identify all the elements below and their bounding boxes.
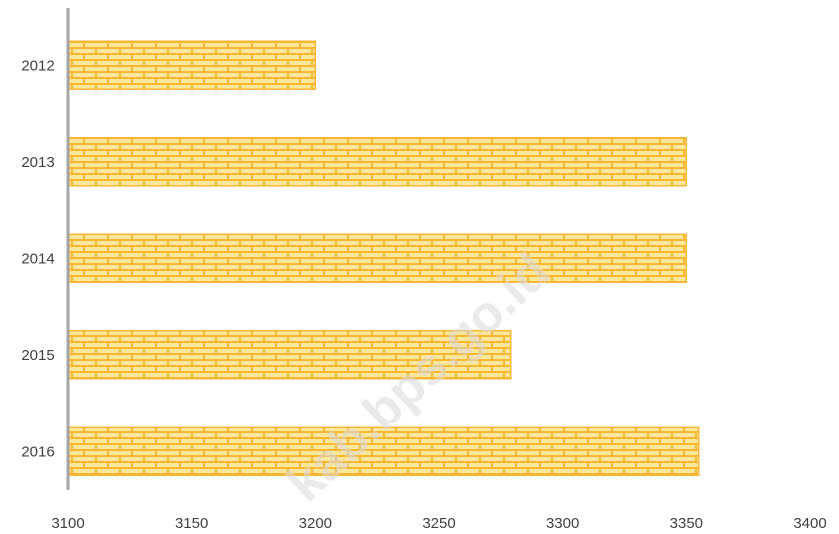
x-tick-label-3200: 3200: [299, 515, 332, 532]
category-label-2015: 2015: [21, 347, 54, 364]
category-label-2012: 2012: [21, 57, 54, 74]
bar-2015: [68, 330, 512, 380]
x-tick-label-3250: 3250: [422, 515, 455, 532]
x-tick-label-3150: 3150: [175, 515, 208, 532]
bar-2016: [68, 426, 700, 476]
category-label-2013: 2013: [21, 154, 54, 171]
bars-group: [68, 40, 700, 476]
category-label-2014: 2014: [21, 250, 54, 267]
x-tick-label-3350: 3350: [670, 515, 703, 532]
category-label-2016: 2016: [21, 443, 54, 460]
bar-2012: [68, 40, 317, 90]
bar-2014: [68, 233, 688, 283]
x-tick-label-3400: 3400: [793, 515, 826, 532]
x-tick-label-3100: 3100: [51, 515, 84, 532]
x-tick-labels: 3100 3150 3200 3250 3300 3350 3400: [51, 515, 826, 532]
bar-2013: [68, 137, 688, 187]
x-tick-label-3300: 3300: [546, 515, 579, 532]
category-labels: 2012 2013 2014 2015 2016: [21, 57, 54, 460]
